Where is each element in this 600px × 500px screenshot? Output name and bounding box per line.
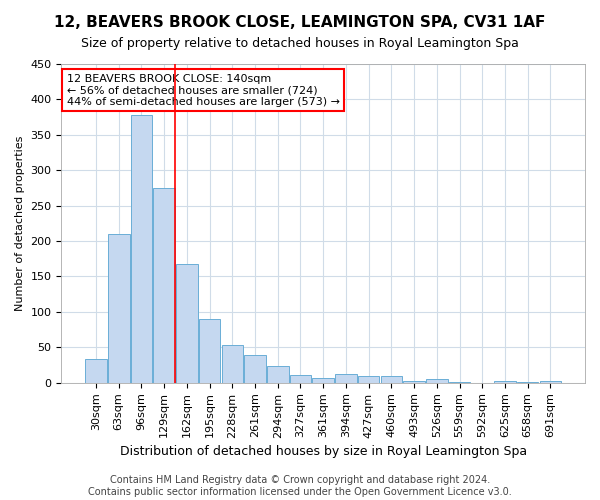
Bar <box>131 115 152 382</box>
Text: Contains HM Land Registry data © Crown copyright and database right 2024.
Contai: Contains HM Land Registry data © Crown c… <box>88 476 512 497</box>
Bar <box>358 376 379 382</box>
Bar <box>426 379 448 382</box>
Bar <box>199 319 220 382</box>
Bar <box>108 234 130 382</box>
Bar <box>494 380 516 382</box>
Bar <box>85 360 107 382</box>
X-axis label: Distribution of detached houses by size in Royal Leamington Spa: Distribution of detached houses by size … <box>119 444 527 458</box>
Bar <box>539 380 561 382</box>
Bar <box>154 188 175 382</box>
Bar <box>244 355 266 382</box>
Text: 12, BEAVERS BROOK CLOSE, LEAMINGTON SPA, CV31 1AF: 12, BEAVERS BROOK CLOSE, LEAMINGTON SPA,… <box>55 15 545 30</box>
Bar <box>267 366 289 382</box>
Bar <box>221 345 243 383</box>
Y-axis label: Number of detached properties: Number of detached properties <box>15 136 25 311</box>
Bar <box>313 378 334 382</box>
Bar <box>290 375 311 382</box>
Text: 12 BEAVERS BROOK CLOSE: 140sqm
← 56% of detached houses are smaller (724)
44% of: 12 BEAVERS BROOK CLOSE: 140sqm ← 56% of … <box>67 74 340 107</box>
Bar <box>335 374 357 382</box>
Bar <box>380 376 402 382</box>
Bar <box>403 380 425 382</box>
Bar <box>176 264 197 382</box>
Text: Size of property relative to detached houses in Royal Leamington Spa: Size of property relative to detached ho… <box>81 38 519 51</box>
